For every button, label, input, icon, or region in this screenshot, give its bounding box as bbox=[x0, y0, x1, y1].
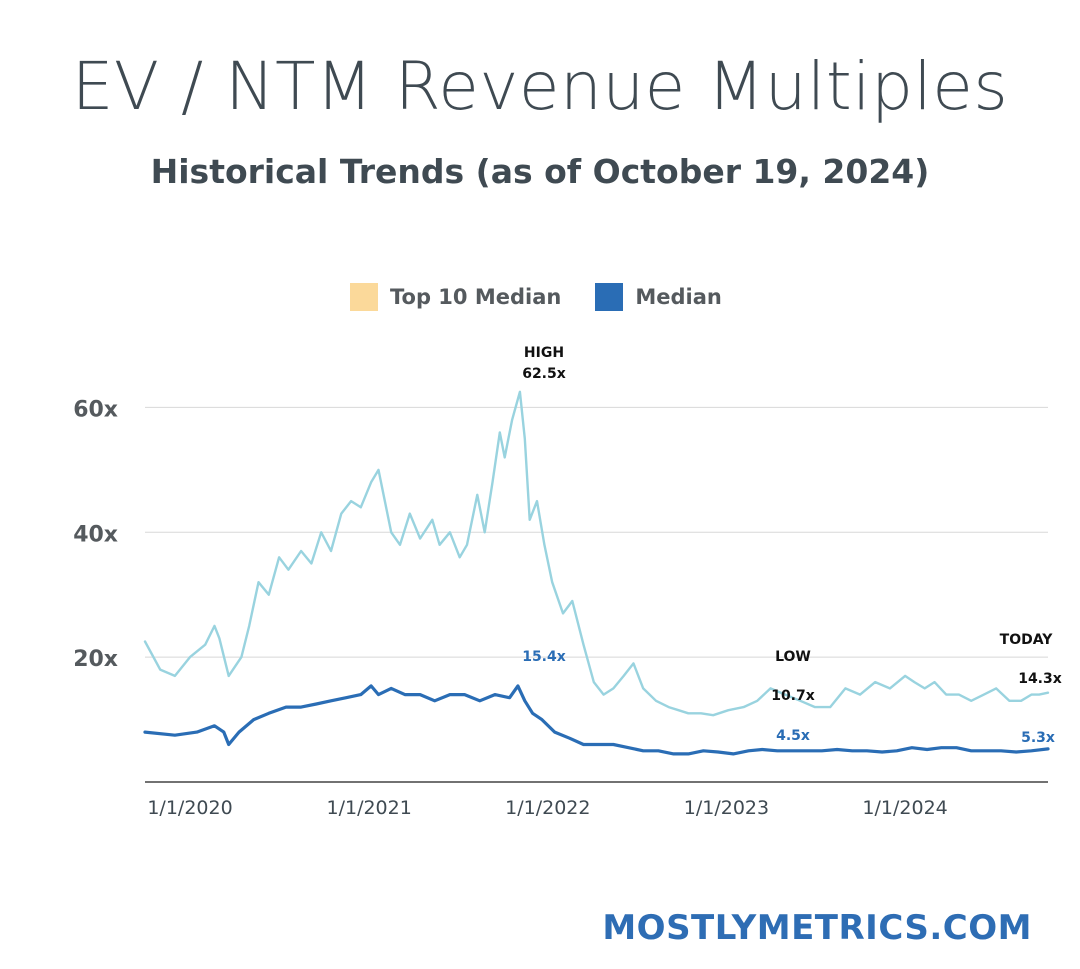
annotation-value: 10.7x bbox=[771, 688, 815, 704]
annotation-label-high: HIGH bbox=[524, 345, 564, 361]
y-tick-label: 40x bbox=[73, 522, 118, 547]
legend-swatch-top10 bbox=[350, 283, 378, 311]
grid-lines bbox=[145, 406, 1048, 783]
x-tick-label: 1/1/2024 bbox=[862, 797, 947, 819]
annotation-value: 4.5x bbox=[776, 728, 810, 744]
y-axis: 20x 40x 60x bbox=[73, 397, 118, 672]
page-title: EV / NTM Revenue Multiples bbox=[71, 48, 1009, 125]
legend-item-median[interactable]: Median bbox=[595, 283, 722, 311]
site-footer[interactable]: MOSTLYMETRICS.COM bbox=[602, 908, 1032, 948]
annotation-value: 5.3x bbox=[1021, 730, 1055, 746]
legend-swatch-median bbox=[595, 283, 624, 311]
x-tick-label: 1/1/2023 bbox=[684, 797, 769, 819]
series-line-top10-median bbox=[143, 390, 1050, 717]
annotation-label-today: TODAY bbox=[1000, 632, 1054, 648]
chart-legend: Top 10 Median Median bbox=[350, 282, 756, 312]
x-axis: 1/1/2020 1/1/2021 1/1/2022 1/1/2023 1/1/2024 bbox=[147, 797, 947, 819]
annotations: HIGH 62.5x 15.4x LOW 10.7x 4.5x TODAY 14.3x 5.3x bbox=[522, 345, 1062, 746]
series-line-median bbox=[143, 684, 1050, 756]
annotation-value: 62.5x bbox=[522, 366, 566, 382]
x-tick-label: 1/1/2021 bbox=[326, 797, 411, 819]
x-tick-label: 1/1/2020 bbox=[147, 797, 232, 819]
x-tick-label: 1/1/2022 bbox=[505, 797, 590, 819]
annotation-value: 14.3x bbox=[1018, 671, 1062, 687]
page-subtitle: Historical Trends (as of October 19, 202… bbox=[150, 152, 930, 191]
annotation-value: 15.4x bbox=[522, 649, 566, 665]
annotation-label-low: LOW bbox=[775, 649, 811, 665]
legend-item-top10[interactable]: Top 10 Median bbox=[350, 283, 561, 311]
legend-label-top10: Top 10 Median bbox=[390, 285, 562, 309]
series-lines bbox=[143, 390, 1050, 756]
legend-label-median: Median bbox=[635, 285, 722, 309]
y-tick-label: 60x bbox=[73, 397, 118, 422]
y-tick-label: 20x bbox=[73, 647, 118, 672]
